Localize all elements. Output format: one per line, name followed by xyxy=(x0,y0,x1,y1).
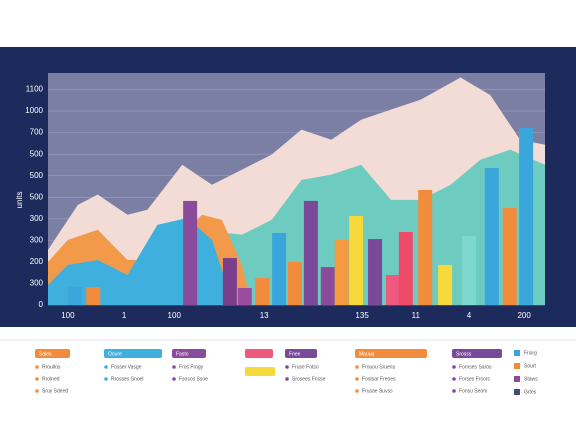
x-tick-label: 100 xyxy=(61,311,75,320)
legend-pill xyxy=(35,349,70,358)
legend-swatch xyxy=(514,389,520,395)
y-tick-label: 1000 xyxy=(25,106,43,115)
y-tick-label: 500 xyxy=(30,149,44,158)
legend-item: Rrolned xyxy=(42,376,60,382)
y-tick-label: 200 xyxy=(30,257,44,266)
legend-item: Srosees Fnsse xyxy=(292,376,326,382)
legend-item: Frsirg xyxy=(524,350,537,356)
legend-dot xyxy=(172,377,176,381)
bar xyxy=(349,216,364,305)
y-tick-label: 300 xyxy=(30,279,44,288)
bar xyxy=(320,267,335,305)
y-axis-label: units xyxy=(15,192,24,209)
bar xyxy=(288,261,303,305)
legend-item: Fosser Vasge xyxy=(111,364,142,370)
legend-dot xyxy=(285,365,289,369)
y-tick-label: 500 xyxy=(30,171,44,180)
bar xyxy=(183,200,198,305)
legend-dot xyxy=(355,389,359,393)
legend-dot xyxy=(35,377,39,381)
x-tick-label: 100 xyxy=(168,311,182,320)
legend-item: Fornses Saros xyxy=(459,364,492,370)
legend-dot xyxy=(452,389,456,393)
legend-dot xyxy=(452,377,456,381)
legend-dot xyxy=(172,365,176,369)
legend-swatch xyxy=(514,350,520,356)
legend-item: Fonsu Seom xyxy=(459,388,487,394)
x-tick-label: 4 xyxy=(467,311,472,320)
bar xyxy=(303,200,318,305)
x-tick-label: 200 xyxy=(517,311,531,320)
bar xyxy=(502,208,517,305)
legend-dot xyxy=(104,377,108,381)
legend-pill xyxy=(285,349,317,358)
y-tick-label: 1100 xyxy=(26,85,44,94)
legend-dot xyxy=(355,365,359,369)
legend-item: Forses Frsors xyxy=(459,376,490,382)
legend-item: Rroullos xyxy=(42,364,61,370)
y-tick-label: 300 xyxy=(30,235,44,244)
legend-pill xyxy=(245,349,273,358)
bar xyxy=(398,231,413,305)
x-tick-label: 13 xyxy=(260,311,269,320)
legend-item: Sourt xyxy=(524,363,537,369)
legend-item: Fruse Fotso xyxy=(292,364,319,370)
bar xyxy=(86,287,101,305)
legend-pill xyxy=(245,367,275,376)
bar xyxy=(368,239,383,305)
legend-item: Fostsar Freoes xyxy=(362,376,396,382)
y-tick-label: 300 xyxy=(30,214,44,223)
bar xyxy=(418,189,433,305)
legend-item: Rrosses Snoel xyxy=(111,376,144,382)
bar xyxy=(438,264,453,305)
bar xyxy=(237,287,252,305)
y-tick-label: 0 xyxy=(39,300,44,309)
bar xyxy=(519,127,534,305)
legend-title: Srosss xyxy=(456,351,472,357)
bar xyxy=(484,167,499,305)
legend-item: Staws xyxy=(524,376,538,382)
legend-dot xyxy=(285,377,289,381)
legend-dot xyxy=(35,389,39,393)
legend-swatch xyxy=(514,376,520,382)
legend-dot xyxy=(355,377,359,381)
bar xyxy=(222,258,237,305)
legend-pill xyxy=(355,349,427,358)
x-tick-label: 1 xyxy=(122,311,127,320)
legend-item: Frusae Suvss xyxy=(362,388,393,394)
bar xyxy=(385,275,400,305)
bar xyxy=(255,278,270,305)
legend-title: Sales xyxy=(39,351,52,357)
legend-title: Fnee xyxy=(289,351,301,357)
legend-dot xyxy=(452,365,456,369)
legend-pill xyxy=(104,349,162,358)
bar xyxy=(67,287,82,305)
legend-item: Fros Frogy xyxy=(179,364,204,370)
legend-pill xyxy=(452,349,502,358)
legend-title: Fasto xyxy=(176,351,189,357)
legend-title: Ooure xyxy=(108,351,122,357)
legend-item: Grtes xyxy=(524,389,537,395)
bar xyxy=(461,236,476,305)
legend-item: Fsosos Ssoe xyxy=(179,376,208,382)
legend-title: Mauuq xyxy=(359,351,375,357)
y-tick-label: 700 xyxy=(30,128,44,137)
legend-item: Frouou Sruens xyxy=(362,364,396,370)
legend-dot xyxy=(35,365,39,369)
legend-item: Sruy Sdeed xyxy=(42,388,68,394)
x-tick-label: 11 xyxy=(412,311,421,320)
legend-swatch xyxy=(514,363,520,369)
legend-dot xyxy=(104,365,108,369)
bar xyxy=(334,239,349,305)
y-tick-label: 500 xyxy=(30,192,44,201)
legend-pill xyxy=(172,349,206,358)
x-tick-label: 135 xyxy=(355,311,369,320)
bar xyxy=(272,233,287,305)
